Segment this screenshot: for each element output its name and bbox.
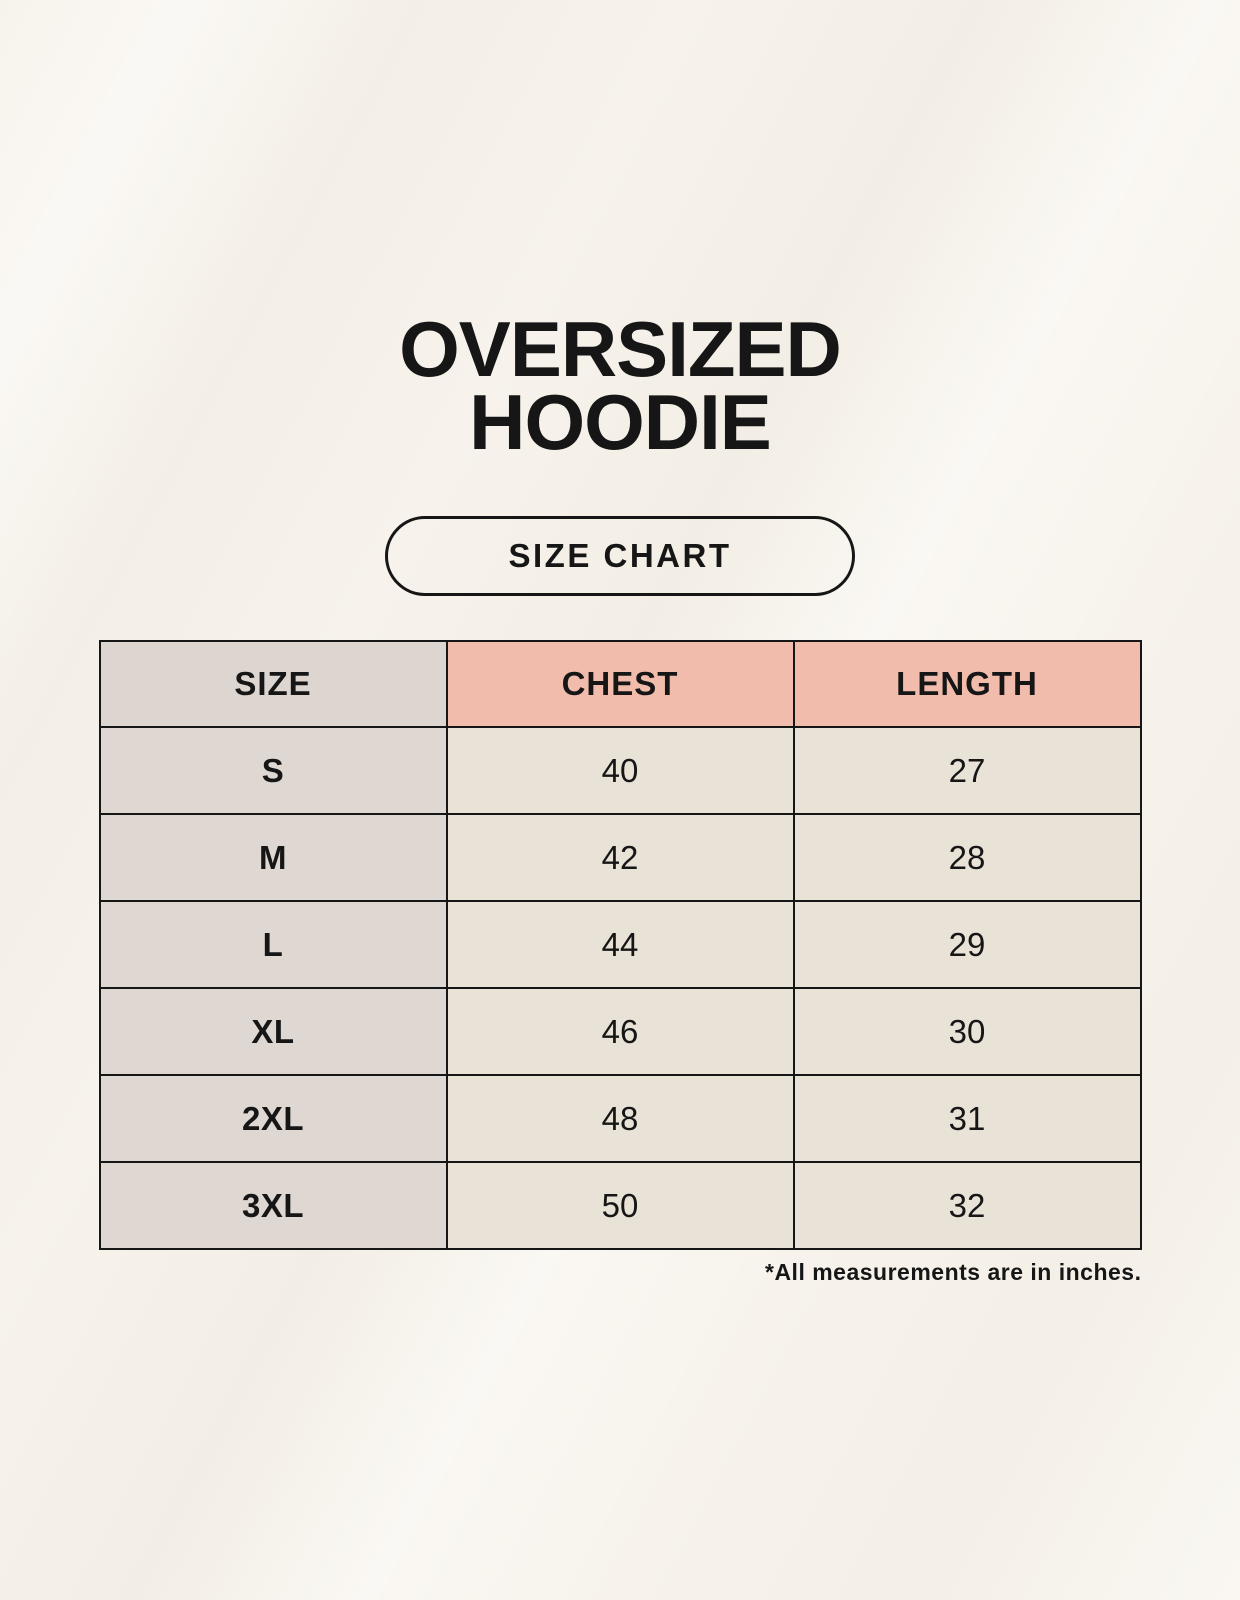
table-row: XL 46 30 xyxy=(98,987,1142,1077)
page-title: OVERSIZED HOODIE xyxy=(399,305,842,466)
size-cell: S xyxy=(98,726,448,816)
table-header-row: SIZE CHEST LENGTH xyxy=(98,640,1142,729)
size-chart-button[interactable]: SIZE CHART xyxy=(385,516,855,597)
value-cell: 27 xyxy=(792,726,1142,816)
value-cell: 48 xyxy=(445,1074,795,1164)
value-cell: 40 xyxy=(445,726,795,816)
column-header-chest: CHEST xyxy=(445,640,795,729)
value-cell: 31 xyxy=(792,1074,1142,1164)
column-header-size: SIZE xyxy=(98,640,448,729)
size-cell: 2XL xyxy=(98,1074,448,1164)
value-cell: 28 xyxy=(792,813,1142,903)
size-cell: M xyxy=(98,813,448,903)
value-cell: 30 xyxy=(792,987,1142,1077)
table-row: L 44 29 xyxy=(98,900,1142,990)
size-table: SIZE CHEST LENGTH S 40 27 M 42 28 L 44 29 XL 46 30 2… xyxy=(98,640,1142,1251)
value-cell: 50 xyxy=(445,1161,795,1251)
size-chart-button-label: SIZE CHART xyxy=(508,537,732,575)
size-cell: XL xyxy=(98,987,448,1077)
value-cell: 46 xyxy=(445,987,795,1077)
table-row: 2XL 48 31 xyxy=(98,1074,1142,1164)
table-row: S 40 27 xyxy=(98,726,1142,816)
size-cell: 3XL xyxy=(98,1161,448,1251)
table-row: 3XL 50 32 xyxy=(98,1161,1142,1251)
value-cell: 42 xyxy=(445,813,795,903)
footnote: *All measurements are in inches. xyxy=(765,1259,1142,1286)
size-table-body: S 40 27 M 42 28 L 44 29 XL 46 30 2XL 48 31 3XL 50 32 xyxy=(98,726,1142,1251)
column-header-length: LENGTH xyxy=(792,640,1142,729)
size-cell: L xyxy=(98,900,448,990)
value-cell: 32 xyxy=(792,1161,1142,1251)
value-cell: 29 xyxy=(792,900,1142,990)
size-chart-page: OVERSIZED HOODIE SIZE CHART SIZE CHEST L… xyxy=(98,0,1142,1286)
table-row: M 42 28 xyxy=(98,813,1142,903)
value-cell: 44 xyxy=(445,900,795,990)
